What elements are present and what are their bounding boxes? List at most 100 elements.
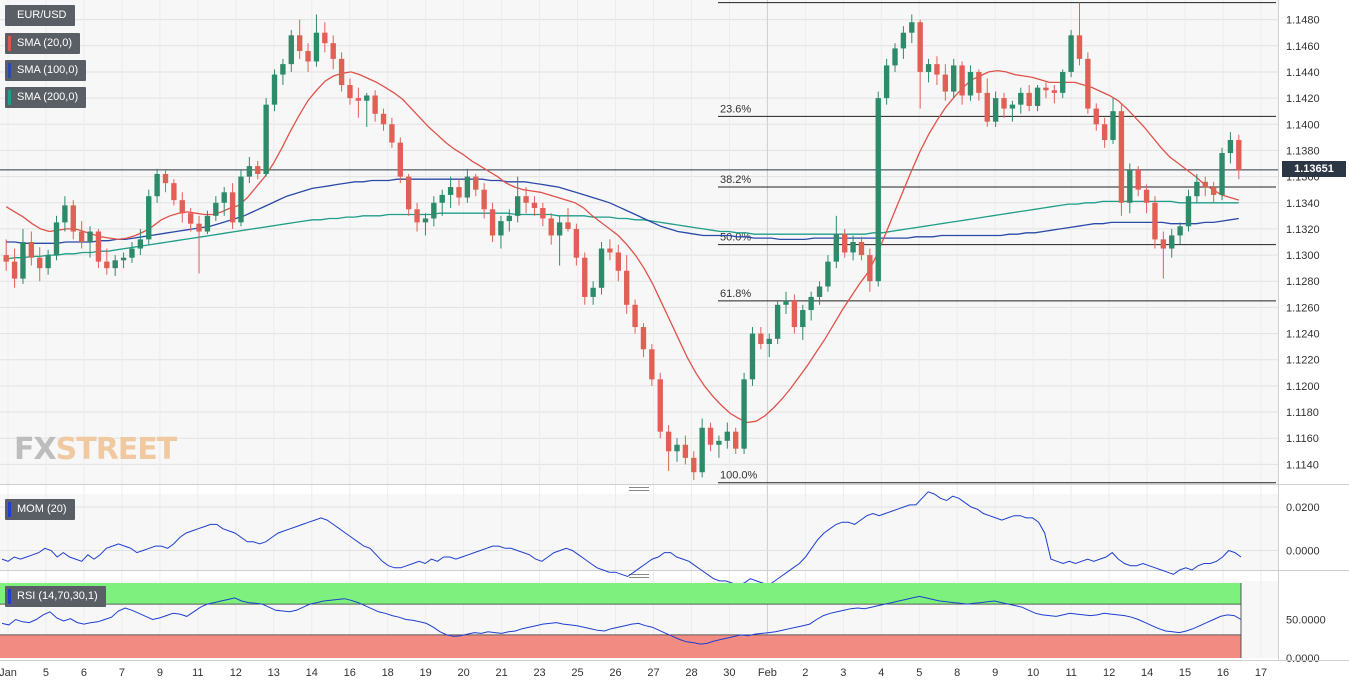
- price-tick-label: 1.1180: [1286, 407, 1319, 419]
- candle-body: [372, 95, 378, 114]
- price-tick-label: 1.1240: [1286, 329, 1320, 341]
- candle: [20, 228, 26, 284]
- candle-body: [825, 261, 831, 287]
- candle: [959, 61, 965, 105]
- x-tick-label: 12: [1103, 667, 1115, 679]
- candle-body: [1051, 90, 1058, 93]
- candle-body: [196, 223, 202, 232]
- candle-body: [925, 64, 932, 72]
- candle: [691, 451, 697, 481]
- candle-body: [883, 65, 890, 99]
- candle: [1018, 87, 1024, 114]
- candle: [1169, 228, 1175, 258]
- candle-body: [11, 261, 18, 279]
- candle: [330, 35, 336, 70]
- candle-body: [296, 35, 303, 52]
- candle-body: [104, 261, 110, 269]
- candle: [506, 209, 512, 232]
- candle-body: [1060, 71, 1066, 93]
- candle: [271, 69, 278, 112]
- price-tick-label: 1.1220: [1286, 355, 1320, 367]
- x-tick-label: 11: [192, 667, 203, 679]
- price-tick-label: 1.1460: [1286, 41, 1320, 53]
- candle: [28, 231, 35, 266]
- candle: [422, 213, 429, 236]
- candle-body: [271, 74, 278, 105]
- candle-body: [716, 440, 722, 445]
- candle-body: [389, 124, 395, 143]
- candle: [1085, 52, 1091, 114]
- candle-body: [380, 113, 387, 125]
- candle: [665, 425, 672, 471]
- candle: [1135, 166, 1141, 197]
- candle: [1093, 103, 1099, 131]
- candle: [196, 215, 202, 274]
- candle-body: [976, 71, 982, 93]
- x-tick-label: 27: [647, 667, 659, 679]
- candle: [858, 236, 865, 261]
- candle: [187, 207, 194, 232]
- candle-body: [1152, 202, 1158, 240]
- candle-body: [137, 239, 144, 249]
- x-tick-label: 6: [81, 667, 87, 679]
- candle: [967, 65, 974, 101]
- candle-body: [967, 71, 974, 96]
- candle-body: [45, 255, 51, 269]
- candle-body: [733, 431, 739, 449]
- candle: [1219, 147, 1225, 201]
- price-tick-label: 1.1140: [1286, 459, 1319, 471]
- x-tick-label: Jan: [0, 667, 17, 679]
- candle-body: [162, 173, 169, 184]
- candle: [87, 226, 93, 258]
- candle: [582, 252, 588, 305]
- candle-body: [540, 207, 546, 219]
- candle: [716, 435, 722, 458]
- candle-body: [1085, 58, 1091, 109]
- candle-body: [506, 215, 512, 222]
- candle: [565, 207, 571, 232]
- candle: [11, 248, 18, 288]
- rsi-overbought-zone: [0, 583, 1241, 605]
- rsi-oversold-zone: [0, 634, 1241, 658]
- candle: [313, 14, 320, 67]
- candle: [120, 252, 127, 269]
- candle-body: [238, 176, 244, 223]
- candle: [523, 187, 529, 214]
- candle-body: [1110, 111, 1116, 140]
- candle-body: [322, 32, 328, 44]
- candle-body: [473, 176, 479, 190]
- x-tick-label: 12: [230, 667, 242, 679]
- sma200-line: [6, 200, 1239, 260]
- candle-body: [665, 431, 672, 452]
- x-tick-label: 4: [878, 667, 884, 679]
- candle-body: [959, 65, 965, 96]
- x-tick-label: 7: [119, 667, 125, 679]
- candle-body: [280, 64, 286, 75]
- candle: [992, 91, 999, 127]
- candle: [146, 189, 152, 245]
- x-tick-label: 26: [609, 667, 621, 679]
- x-tick-label: 11: [1065, 667, 1076, 679]
- candle: [221, 187, 227, 216]
- candle-body: [741, 379, 747, 449]
- candle: [976, 69, 982, 101]
- candle: [624, 255, 630, 314]
- candle: [112, 255, 118, 277]
- candle-body: [347, 85, 353, 99]
- candle-body: [288, 35, 294, 65]
- candle-body: [1127, 170, 1133, 203]
- candle: [129, 242, 135, 263]
- candle: [405, 173, 412, 216]
- candle: [364, 92, 370, 127]
- candle: [322, 22, 328, 53]
- candle: [288, 30, 294, 72]
- candle-body: [590, 287, 596, 297]
- candle-body: [892, 48, 898, 66]
- candle: [657, 372, 663, 439]
- candle: [37, 247, 43, 282]
- fxstreet-watermark: FXSTREET: [14, 432, 177, 467]
- candle: [70, 200, 76, 240]
- candle-body: [833, 234, 840, 262]
- candle-body: [783, 300, 789, 305]
- candle: [590, 281, 596, 305]
